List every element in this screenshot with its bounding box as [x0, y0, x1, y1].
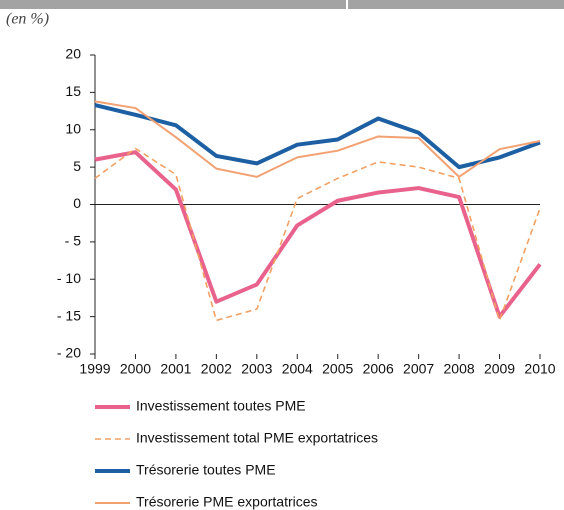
header-divider: [346, 0, 348, 9]
series-line: [94, 150, 542, 319]
y-tick-label: - 15: [57, 307, 81, 323]
y-tick-label: 5: [73, 158, 81, 174]
legend-label: Investissement total PME exportatrices: [136, 430, 378, 446]
series-line: [94, 103, 541, 170]
x-tick-label: 2000: [120, 361, 151, 377]
x-tick-label: 2010: [524, 361, 555, 377]
x-tick-label: 2009: [484, 361, 515, 377]
x-tick-label: 2008: [444, 361, 475, 377]
y-tick-label: 0: [73, 195, 81, 211]
series-line: [94, 147, 541, 322]
legend-label: Investissement toutes PME: [136, 398, 306, 414]
x-tick-label: 2001: [160, 361, 191, 377]
x-tick-label: 1999: [79, 361, 110, 377]
series-line: [94, 100, 541, 178]
y-tick-label: 20: [65, 46, 81, 62]
x-tick-label: 2004: [282, 361, 313, 377]
y-tick-label: - 5: [65, 233, 82, 249]
chart-subtitle: (en %): [6, 11, 49, 28]
legend-label: Trésorerie toutes PME: [136, 462, 276, 478]
y-tick-label: - 20: [57, 345, 81, 361]
x-tick-label: 2002: [201, 361, 232, 377]
header-bar: [0, 0, 564, 9]
x-tick-label: 2003: [241, 361, 272, 377]
x-tick-label: 2006: [363, 361, 394, 377]
legend-label: Trésorerie PME exportatrices: [136, 494, 318, 510]
y-tick-label: 15: [65, 83, 81, 99]
x-tick-label: 2007: [403, 361, 434, 377]
y-tick-label: 10: [65, 120, 81, 136]
x-tick-label: 2005: [322, 361, 353, 377]
y-tick-label: - 10: [57, 270, 81, 286]
